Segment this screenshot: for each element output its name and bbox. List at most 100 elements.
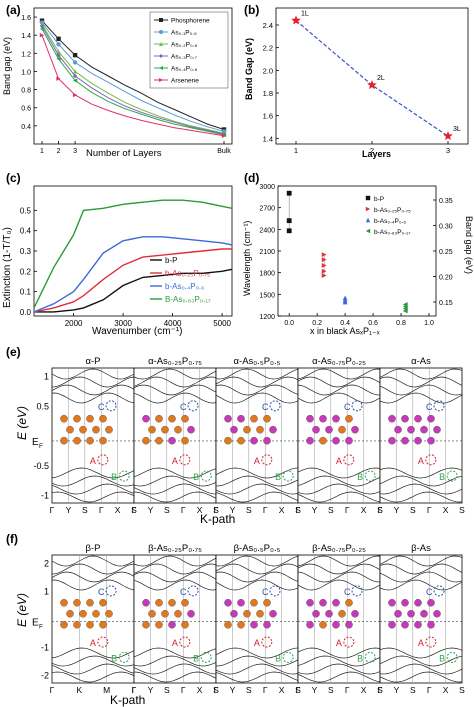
panel-f-valence-band bbox=[297, 663, 381, 675]
panel-e-kpoint-label: Γ bbox=[345, 505, 350, 515]
panel-f-label: (f) bbox=[6, 532, 18, 546]
panel-e-highlight-label: C bbox=[98, 402, 105, 412]
panel-e-kpoint-label: Γ bbox=[50, 505, 55, 515]
panel-e-conduction-band bbox=[215, 392, 299, 404]
panel-d-ytick-label: 3000 bbox=[259, 184, 275, 191]
panel-a-series-line bbox=[41, 20, 225, 130]
panel-e-valence-band bbox=[215, 491, 299, 503]
panel-a-legend-label: Arsenene bbox=[171, 78, 199, 85]
panel-e-subpanel-frame bbox=[297, 367, 381, 504]
panel-d-data-point bbox=[402, 308, 408, 314]
panel-d-ytick-label: 1200 bbox=[259, 314, 275, 321]
panel-a-legend-label: As₀.₂P₀.₈ bbox=[171, 42, 197, 49]
panel-f-atom bbox=[168, 620, 176, 629]
panel-e-valence-band bbox=[379, 491, 463, 503]
panel-a-legend-marker bbox=[159, 18, 163, 22]
panel-f-atom bbox=[306, 598, 314, 607]
panel-f-atom bbox=[345, 620, 353, 629]
panel-f-kpoint-label: Y bbox=[148, 685, 154, 695]
panel-e-atom bbox=[181, 436, 189, 445]
panel-f-atom bbox=[427, 598, 435, 607]
panel-e-highlight-label: C bbox=[180, 402, 187, 412]
panel-a-data-point bbox=[72, 69, 78, 74]
panel-e-valence-band bbox=[215, 483, 299, 495]
panel-f-valence-band bbox=[297, 655, 381, 667]
panel-f-kpoint-label: S bbox=[164, 685, 170, 695]
panel-d-data-point bbox=[286, 228, 292, 234]
panel-e-kpoint-label: X bbox=[115, 505, 121, 515]
panel-f-kpoint-label: X bbox=[361, 685, 367, 695]
panel-f-atom bbox=[263, 620, 271, 629]
panel-f-conduction-band bbox=[297, 563, 381, 575]
panel-c-ytick-label: 0.1 bbox=[20, 288, 32, 297]
panel-c-xtick-label: 5000 bbox=[213, 319, 231, 328]
panel-d-label: (d) bbox=[244, 171, 259, 185]
panel-a-series-line bbox=[41, 28, 225, 136]
panel-f-kpoint-label: Γ bbox=[50, 685, 55, 695]
panel-e-highlight-label: B bbox=[357, 472, 363, 482]
panel-f-subpanel-frame bbox=[215, 554, 299, 684]
panel-d-ytick-label: 1800 bbox=[259, 271, 275, 278]
panel-b-xtick-label: 3 bbox=[446, 146, 450, 155]
panel-f-atom bbox=[414, 620, 422, 629]
panel-f-atom bbox=[351, 609, 359, 618]
panel-e-atom bbox=[161, 425, 169, 434]
panel-e-atom bbox=[174, 425, 182, 434]
panel-f-subpanel-frame bbox=[379, 554, 463, 684]
panel-f-kpoint-label: M bbox=[103, 685, 110, 695]
panel-e-highlight-label: B bbox=[193, 472, 199, 482]
panel-f-atom bbox=[181, 620, 189, 629]
panel-e-atom bbox=[250, 414, 258, 423]
panel-e-atom bbox=[237, 414, 245, 423]
panel-f-atom bbox=[394, 609, 402, 618]
panel-f-kpoint-label: Γ bbox=[132, 685, 137, 695]
panel-e-kpoint-label: Γ bbox=[132, 505, 137, 515]
panel-f-kpoint-label: Γ bbox=[378, 685, 383, 695]
panel-a-legend-label: As₀.₃P₀.₇ bbox=[171, 54, 197, 61]
panel-e-ytick-label: -1 bbox=[41, 491, 49, 501]
panel-e-highlight-label: B bbox=[275, 472, 281, 482]
panel-e-kpoint-label: S bbox=[295, 505, 301, 515]
panel-f-kpoint-label: Γ bbox=[345, 685, 350, 695]
panel-f-valence-band bbox=[133, 655, 217, 667]
panel-f-kpoint-label: K bbox=[76, 685, 82, 695]
panel-f-atom bbox=[306, 620, 314, 629]
panel-e-atom bbox=[66, 425, 74, 434]
panel-c-legend-label: b-As₀.₄P₀.₆ bbox=[165, 282, 204, 291]
panel-e-kpoint-label: Γ bbox=[378, 505, 383, 515]
panel-e-atom bbox=[256, 425, 264, 434]
panel-f-valence-band bbox=[297, 671, 381, 683]
panel-f-atom bbox=[73, 598, 81, 607]
panel-a-data-point bbox=[72, 78, 78, 83]
panel-e-highlight-label: C bbox=[426, 402, 433, 412]
panel-e-subpanel-frame bbox=[379, 367, 463, 504]
panel-e-kpoint-label: S bbox=[213, 505, 219, 515]
panel-f-conduction-band bbox=[51, 555, 135, 567]
panel-f-valence-band bbox=[379, 663, 463, 675]
panel-e-highlight-label: B bbox=[111, 472, 117, 482]
panel-e-kpoint-label: Γ bbox=[99, 505, 104, 515]
panel-f-atom bbox=[427, 620, 435, 629]
panel-a-xtick-label: 1 bbox=[40, 148, 44, 155]
panel-c-ytick-label: 0.2 bbox=[20, 267, 32, 276]
panel-f-atom bbox=[325, 609, 333, 618]
panel-e-atom bbox=[345, 414, 353, 423]
panel-e-atom bbox=[306, 414, 314, 423]
panel-d-data-point bbox=[321, 252, 327, 258]
panel-f-ytick-label: 2 bbox=[44, 559, 49, 569]
panel-e-valence-band bbox=[215, 475, 299, 487]
panel-f-kpoint-label: Γ bbox=[427, 685, 432, 695]
panel-f-valence-band bbox=[215, 655, 299, 667]
panel-e-valence-band bbox=[297, 467, 381, 479]
panel-e-atom bbox=[250, 436, 258, 445]
panel-e-highlight-label: C bbox=[344, 402, 351, 412]
panel-e-valence-band bbox=[379, 475, 463, 487]
panel-d-legend-marker bbox=[365, 195, 371, 201]
panel-d-y2label: Band gap (eV) bbox=[464, 216, 474, 274]
panel-d-data-point bbox=[321, 268, 327, 274]
panel-e-kpoint-label: S bbox=[246, 505, 252, 515]
panel-b-xtick-label: 1 bbox=[294, 146, 298, 155]
panel-d-y2tick-label: 0.35 bbox=[439, 198, 453, 205]
panel-e-atom bbox=[224, 436, 232, 445]
panel-e-kpoint-label: Γ bbox=[427, 505, 432, 515]
